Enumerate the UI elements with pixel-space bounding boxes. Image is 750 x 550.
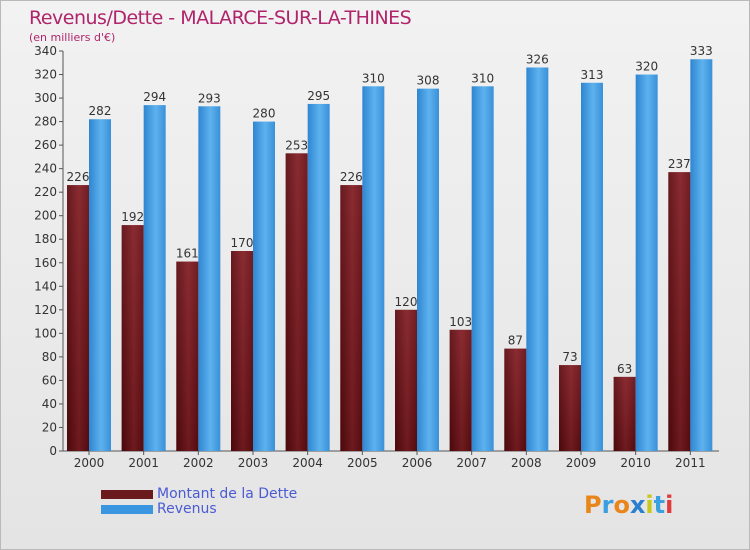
logo-letter: i	[665, 491, 674, 519]
x-tick-label: 2005	[347, 456, 378, 470]
bar-dette-shade	[176, 261, 199, 451]
bar-revenus	[690, 59, 713, 452]
bar-dette-shade	[504, 348, 527, 451]
y-tick-label: 220	[34, 185, 57, 199]
y-tick-label: 80	[42, 350, 57, 364]
data-label-revenus: 326	[526, 52, 549, 66]
data-label-dette: 73	[562, 350, 577, 364]
bar-revenus	[417, 88, 439, 451]
x-tick-label: 2008	[511, 456, 542, 470]
bar-dette-shade	[668, 172, 691, 452]
y-tick-label: 100	[34, 326, 57, 340]
x-tick-label: 2011	[675, 456, 706, 470]
y-tick-label: 60	[42, 373, 57, 387]
data-label-dette: 253	[285, 138, 308, 152]
y-tick-label: 140	[34, 279, 57, 293]
x-tick-label: 2003	[238, 456, 269, 470]
chart-subtitle: (en milliers d'€)	[29, 31, 116, 44]
y-tick-label: 240	[34, 162, 57, 176]
logo-letter: t	[653, 491, 666, 519]
logo-letter: o	[613, 491, 630, 519]
bar-dette-shade	[67, 185, 89, 451]
data-label-revenus: 308	[417, 74, 440, 88]
x-tick-label: 2000	[74, 456, 105, 470]
y-tick-label: 160	[34, 256, 57, 270]
x-tick-label: 2009	[566, 456, 597, 470]
data-label-revenus: 295	[307, 89, 330, 103]
bar-revenus	[253, 121, 275, 452]
bar-revenus	[143, 105, 166, 451]
data-label-dette: 87	[508, 334, 523, 348]
y-tick-label: 200	[34, 209, 57, 223]
logo-letter: r	[601, 491, 614, 519]
y-tick-label: 300	[34, 91, 57, 105]
bar-dette-shade	[613, 376, 636, 451]
y-tick-label: 280	[34, 115, 57, 129]
data-label-dette: 103	[449, 315, 472, 329]
bar-revenus	[89, 119, 111, 451]
data-label-revenus: 294	[143, 90, 166, 104]
x-tick-label: 2004	[292, 456, 323, 470]
bar-revenus	[471, 86, 494, 451]
bar-revenus	[526, 67, 549, 452]
y-tick-label: 340	[34, 44, 57, 58]
y-tick-label: 180	[34, 232, 57, 246]
data-label-dette: 161	[176, 247, 199, 261]
x-tick-label: 2002	[183, 456, 214, 470]
x-tick-label: 2007	[456, 456, 487, 470]
bar-revenus	[198, 106, 221, 451]
bar-dette-shade	[340, 185, 363, 451]
data-label-revenus: 310	[471, 71, 494, 85]
bar-dette-shade	[559, 365, 581, 451]
logo-letter: i	[645, 491, 654, 519]
data-label-dette: 226	[67, 170, 90, 184]
bar-revenus	[362, 86, 385, 451]
bar-dette-shade	[285, 153, 308, 451]
bar-dette-shade	[231, 251, 253, 451]
y-tick-label: 0	[49, 444, 57, 458]
legend-label-revenus: Revenus	[157, 501, 217, 517]
legend-label-dette: Montant de la Dette	[157, 486, 298, 502]
x-tick-label: 2001	[128, 456, 159, 470]
data-label-revenus: 310	[362, 71, 385, 85]
logo-letter: P	[584, 491, 602, 519]
y-tick-label: 20	[42, 420, 57, 434]
data-label-revenus: 293	[198, 91, 221, 105]
logo-letter: x	[629, 491, 646, 519]
proxiti-logo: Proxiti	[584, 491, 673, 519]
data-label-dette: 237	[668, 157, 691, 171]
data-label-dette: 226	[340, 170, 363, 184]
data-label-revenus: 282	[89, 104, 112, 118]
bar-revenus	[581, 82, 603, 451]
bar-dette-shade	[395, 309, 417, 451]
bar-dette-shade	[121, 225, 144, 451]
bar-revenus	[307, 103, 330, 452]
chart-title: Revenus/Dette - MALARCE-SUR-LA-THINES	[29, 7, 412, 29]
legend-swatch-dette	[101, 490, 153, 499]
data-label-revenus: 313	[581, 68, 604, 82]
y-tick-label: 320	[34, 68, 57, 82]
y-tick-label: 120	[34, 303, 57, 317]
legend-swatch-revenus	[101, 505, 153, 514]
data-label-revenus: 280	[253, 107, 276, 121]
bar-dette-shade	[449, 329, 472, 451]
data-label-dette: 170	[231, 236, 254, 250]
data-label-dette: 63	[617, 362, 632, 376]
data-label-revenus: 333	[690, 44, 713, 58]
y-tick-label: 260	[34, 138, 57, 152]
x-tick-label: 2006	[402, 456, 433, 470]
data-label-dette: 192	[121, 210, 144, 224]
data-label-dette: 120	[395, 295, 418, 309]
y-tick-label: 40	[42, 397, 57, 411]
bar-revenus	[635, 74, 658, 451]
x-tick-label: 2010	[620, 456, 651, 470]
data-label-revenus: 320	[635, 60, 658, 74]
